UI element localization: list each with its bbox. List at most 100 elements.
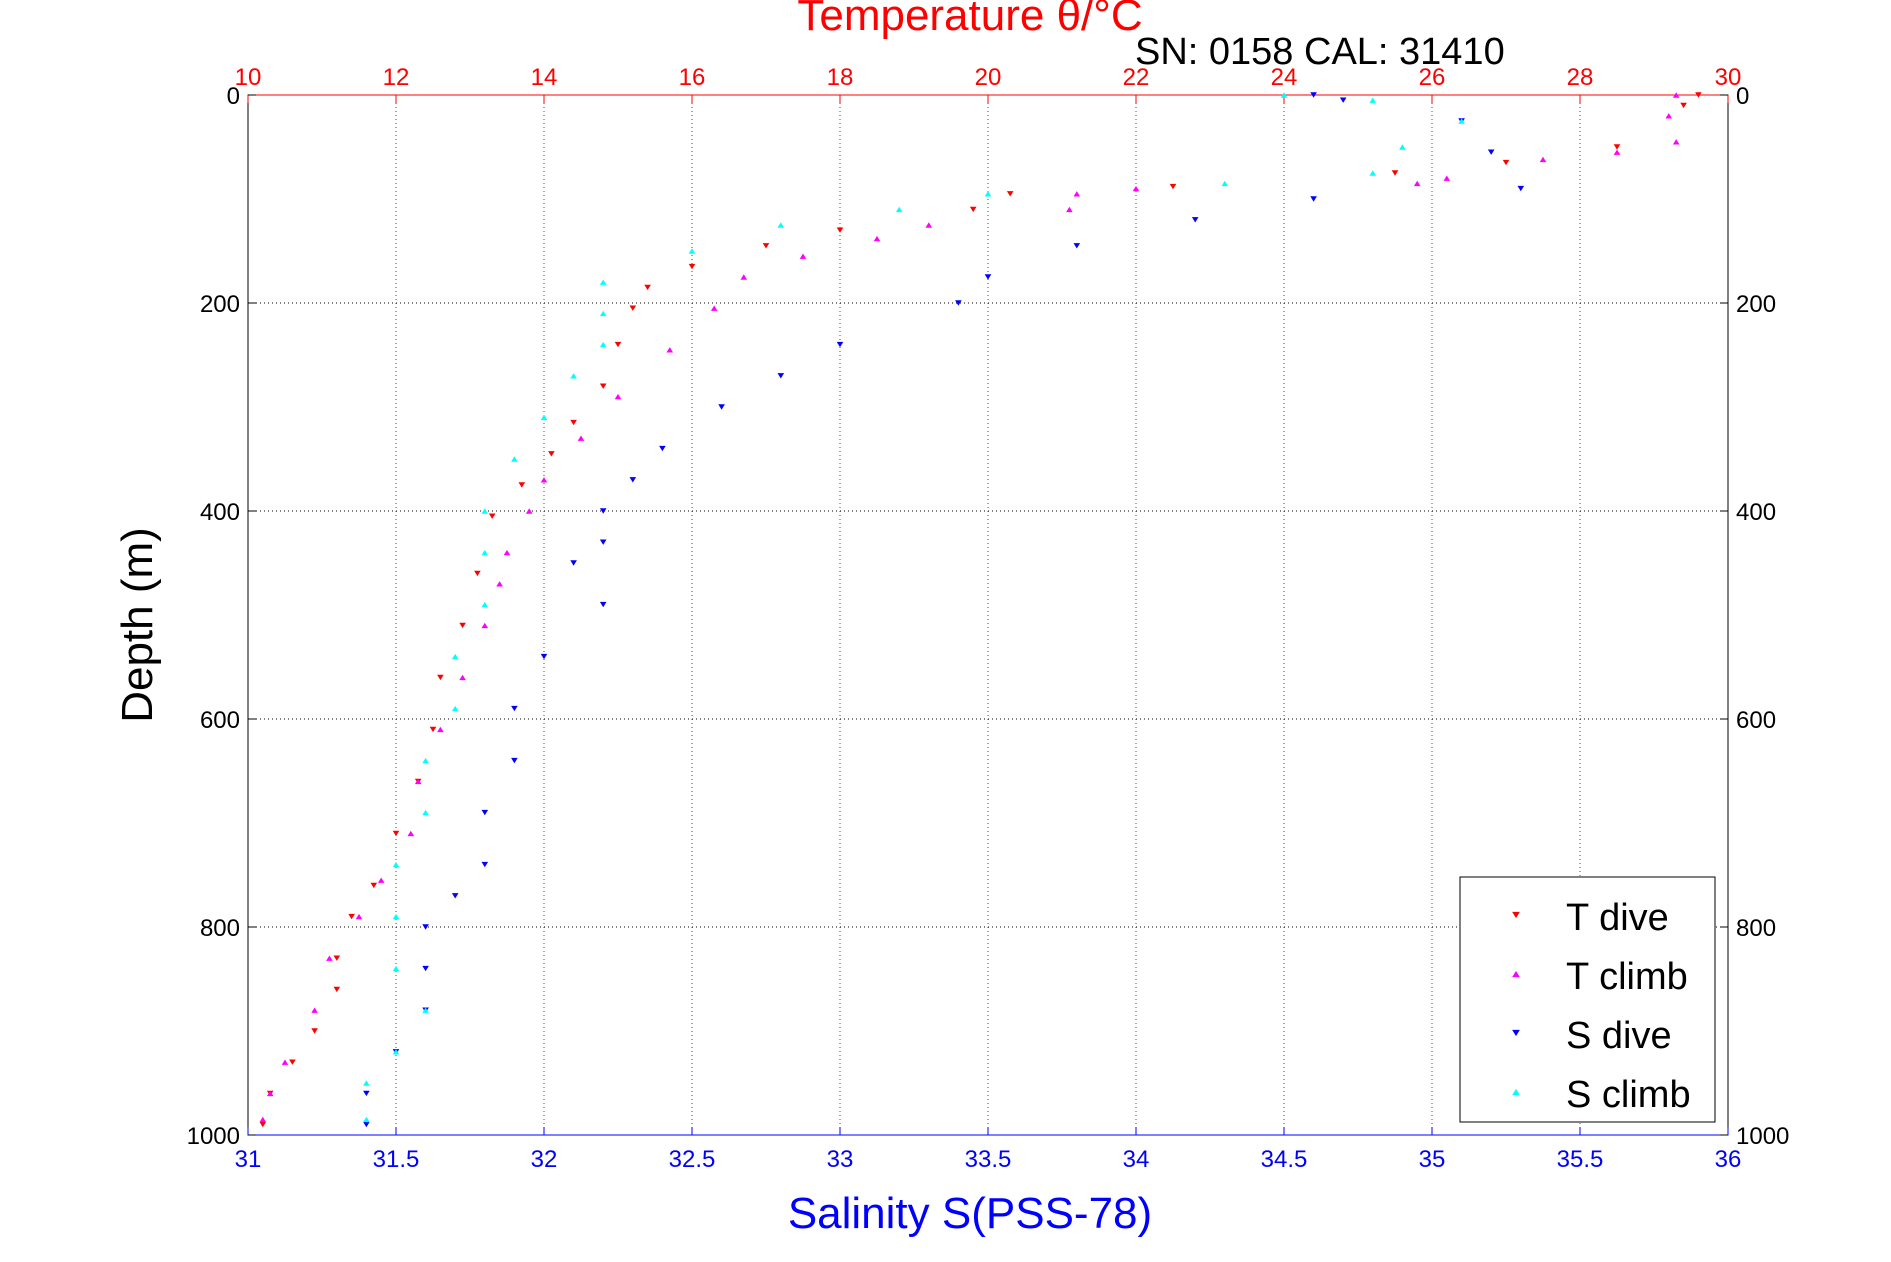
data-point (1458, 118, 1465, 124)
data-point (481, 861, 489, 868)
data-point (311, 1028, 318, 1034)
data-point (570, 419, 577, 426)
right-tick-label: 400 (1736, 499, 1776, 526)
data-point (873, 235, 881, 242)
bottom-tick-label: 35 (1419, 1146, 1446, 1173)
data-point (525, 508, 533, 514)
data-point (422, 809, 429, 816)
data-point (459, 674, 466, 681)
left-tick-label: 0 (227, 83, 240, 110)
data-point (540, 653, 548, 660)
data-point (481, 622, 489, 629)
data-point (762, 243, 770, 249)
bottom-tick-label: 33 (827, 1146, 854, 1173)
data-point (333, 986, 341, 993)
legend-box (1459, 876, 1716, 1123)
right-tick-label: 1000 (1736, 1123, 1789, 1150)
grid (248, 95, 1728, 1135)
data-point (1399, 144, 1406, 150)
series-t-dive (259, 92, 1702, 1128)
data-point (629, 305, 637, 311)
top-tick-label: 28 (1567, 64, 1594, 91)
data-point (1339, 97, 1347, 103)
data-point (392, 1049, 400, 1055)
right-tick-label: 200 (1736, 291, 1776, 318)
data-point (614, 393, 622, 400)
data-point (451, 893, 459, 899)
bottom-tick-label: 34.5 (1261, 1146, 1308, 1173)
bottom-tick-label: 35.5 (1557, 1146, 1604, 1173)
data-point (1169, 183, 1177, 190)
data-point (481, 549, 489, 556)
data-point (599, 279, 607, 285)
bottom-tick-label: 31.5 (373, 1146, 420, 1173)
data-point (326, 955, 333, 961)
axes: 10 12 14 16 18 20 22 24 26 28 30 31 31.5 32 32.5 33 33.5… (187, 64, 1790, 1173)
data-point (925, 222, 933, 228)
right-tick-label: 600 (1736, 707, 1776, 734)
data-point (422, 757, 429, 764)
top-tick-label: 12 (383, 64, 410, 91)
data-point (688, 263, 696, 270)
data-point (407, 830, 415, 837)
legend-marker (1512, 911, 1520, 919)
data-point (377, 877, 385, 883)
data-point (437, 674, 444, 681)
bottom-tick-label: 31 (235, 1146, 262, 1173)
data-point (503, 549, 511, 556)
data-point (392, 861, 400, 868)
legend-label: T dive (1566, 897, 1669, 939)
data-point (629, 477, 637, 483)
top-axis-title: Temperature θ/°C (797, 0, 1142, 40)
series-s-climb (363, 92, 1465, 1123)
legend-marker (1512, 1029, 1520, 1037)
data-point (414, 778, 422, 785)
data-point (1066, 206, 1073, 213)
top-tick-label: 30 (1715, 64, 1742, 91)
bottom-tick-label: 34 (1123, 1146, 1150, 1173)
top-tick-label: 18 (827, 64, 854, 91)
data-point (1191, 217, 1199, 223)
bottom-tick-label: 36 (1715, 1146, 1742, 1173)
data-point (1502, 159, 1510, 166)
data-point (836, 341, 844, 348)
data-point (1672, 139, 1680, 145)
data-point (437, 726, 444, 733)
data-point (614, 341, 622, 348)
data-point (289, 1059, 296, 1065)
top-tick-label: 26 (1419, 64, 1446, 91)
data-point (1280, 92, 1288, 98)
data-point (969, 206, 977, 213)
data-point (1221, 180, 1229, 187)
data-point (599, 341, 607, 348)
data-point (1391, 170, 1399, 176)
top-tick-label: 14 (531, 64, 558, 91)
data-point (1006, 191, 1014, 197)
bottom-tick-label: 33.5 (965, 1146, 1012, 1173)
data-point (1613, 149, 1621, 155)
top-tick-label: 24 (1271, 64, 1298, 91)
data-point (392, 965, 400, 972)
data-point (518, 482, 526, 488)
data-point (955, 300, 962, 306)
data-point (474, 570, 481, 577)
top-tick-label: 16 (679, 64, 706, 91)
bottom-tick-label: 32 (531, 1146, 558, 1173)
data-point (1413, 180, 1421, 187)
top-tick-label: 22 (1123, 64, 1150, 91)
data-point (259, 1116, 267, 1123)
top-tick-label: 20 (975, 64, 1002, 91)
data-point (481, 601, 489, 608)
data-point (422, 924, 429, 930)
data-point (511, 757, 518, 764)
data-point (311, 1007, 318, 1013)
data-point (984, 191, 992, 197)
data-point (740, 274, 748, 280)
data-point (895, 206, 903, 213)
data-point (1443, 175, 1451, 181)
data-point (496, 581, 503, 587)
data-point (1613, 144, 1621, 150)
data-point (1672, 92, 1680, 98)
legend-label: S climb (1566, 1074, 1691, 1116)
data-point (1487, 149, 1495, 155)
